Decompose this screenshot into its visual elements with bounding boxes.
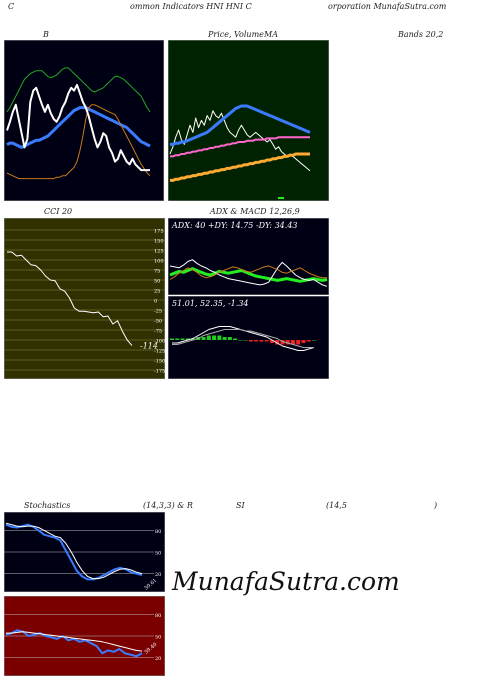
macd-histogram-bar [248,340,253,342]
price-panel [168,40,329,201]
macd-histogram-bar [206,335,211,340]
macd-histogram-bar [170,338,174,340]
cci-tick-label: 100 [154,259,164,265]
adx-minus_di-line [169,265,327,280]
cci-tick-label: -25 [154,309,162,315]
cci-tick-label: 175 [154,229,164,235]
bollinger-title: B [43,30,49,39]
bollinger-lower-line [6,104,151,180]
bollinger-panel [4,40,164,201]
header-part3: orporation MunafaSutra.com [328,2,447,11]
bollinger-price-line [6,83,150,172]
macd-histogram-bar [180,338,185,340]
cci-title: CCI 20 [44,207,73,216]
adx-adx-line [169,267,328,283]
cci-tick-label: -125 [154,349,165,355]
rsi-tick-label: 50 [155,635,161,641]
macd-histogram-bar [269,340,274,343]
rsi-params: (14,5 [326,501,347,510]
stochastics-tick-label: 80 [155,529,161,535]
rsi-tick-label: 80 [155,613,161,619]
macd-histogram-bar [212,335,217,340]
cci-tick-label: -75 [154,329,162,335]
price-title-b: Volume [234,30,264,39]
cci-bg [4,218,165,379]
bollinger-bg [4,40,164,201]
stochastics-d-line [5,522,143,580]
macd-histogram-bar [296,340,301,345]
adx-header: ADX: 40 +DY: 14.75 -DY: 34.43 [171,221,298,230]
macd-histogram-bar [259,340,264,342]
rsi-tick-label: 20 [155,656,161,662]
macd-histogram-bar [185,338,190,340]
header-part2: ommon Indicators HNI HNI C [130,2,252,11]
cci-current-label: -114 [140,342,158,351]
macd-histogram-bar [312,340,316,341]
macd-histogram-bar [290,340,295,345]
cci-tick-label: -175 [154,369,165,375]
cci-tick-label: -100 [154,339,165,345]
price-title-c: MA [264,30,278,39]
macd-histogram-bar [243,340,248,341]
macd-histogram-bar [285,340,290,345]
macd-histogram-bar [280,340,285,345]
cci-tick-label: 50 [154,279,160,285]
macd-histogram-bar [175,338,180,340]
adx-title: ADX & MACD 12,26,9 [210,207,300,216]
adx-panel: ADX: 40 +DY: 14.75 -DY: 34.43 [168,218,329,295]
bollinger-middle-line [6,106,151,149]
price_volume_ma-band_upper-line [170,104,311,146]
rsi-rsi_ma-line [6,631,143,652]
price_volume_ma-ma_orange-line [170,152,310,182]
price-title-a: Price, [208,30,232,39]
cci-tick-label: 125 [154,249,164,255]
macd-histogram-bar [201,337,206,340]
price_volume_ma-ma_pink-line [170,136,310,158]
rsi-close: ) [434,501,438,510]
header-part1: C [8,2,15,11]
macd-histogram-bar [264,340,269,342]
stoch-title: Stochastics [24,501,71,510]
macd-histogram-bar [222,337,227,340]
cci-tick-label: -150 [154,359,165,365]
watermark: MunafaSutra.com [172,567,400,596]
rsi-title: SI [236,501,245,510]
macd-histogram-bar [191,338,196,340]
stochastics-tick-label: 50 [155,551,161,557]
macd-bg [168,296,329,379]
macd-histogram-bar [227,337,232,340]
rsi-rsi-line [5,629,143,658]
bands-title: Bands 20,2 [398,30,444,39]
stochastics-k-line [5,523,143,581]
macd-histogram-bar [306,340,311,342]
macd-histogram-bar [275,340,280,345]
cci-tick-label: 25 [154,289,160,295]
stochastics-tick-label: 20 [155,572,161,578]
macd-histogram-bar [233,338,238,340]
cci-panel: 175 150 125 100 75 50 25 0 -25 -50 -75 -100 -125 -150… [4,218,165,379]
cci-tick-label: 75 [154,269,160,275]
adx-plus_di-line [169,259,328,287]
macd-signal_line-line [172,329,314,348]
macd-panel: 51.01, 52.35, -1.34 [168,296,329,379]
bollinger-upper-line [6,67,151,113]
stoch-params: (14,3,3) & R [143,501,193,510]
cci-tick-label: 150 [154,239,164,245]
macd-histogram-bar [301,340,306,343]
cci-tick-label: -50 [154,319,162,325]
cci-cci-line [7,251,133,346]
macd-histogram-bar [238,340,243,341]
cci-tick-label: 0 [154,299,157,305]
macd-histogram-bar [217,335,222,340]
macd-histogram-bar [254,340,259,342]
macd-header: 51.01, 52.35, -1.34 [172,299,249,308]
